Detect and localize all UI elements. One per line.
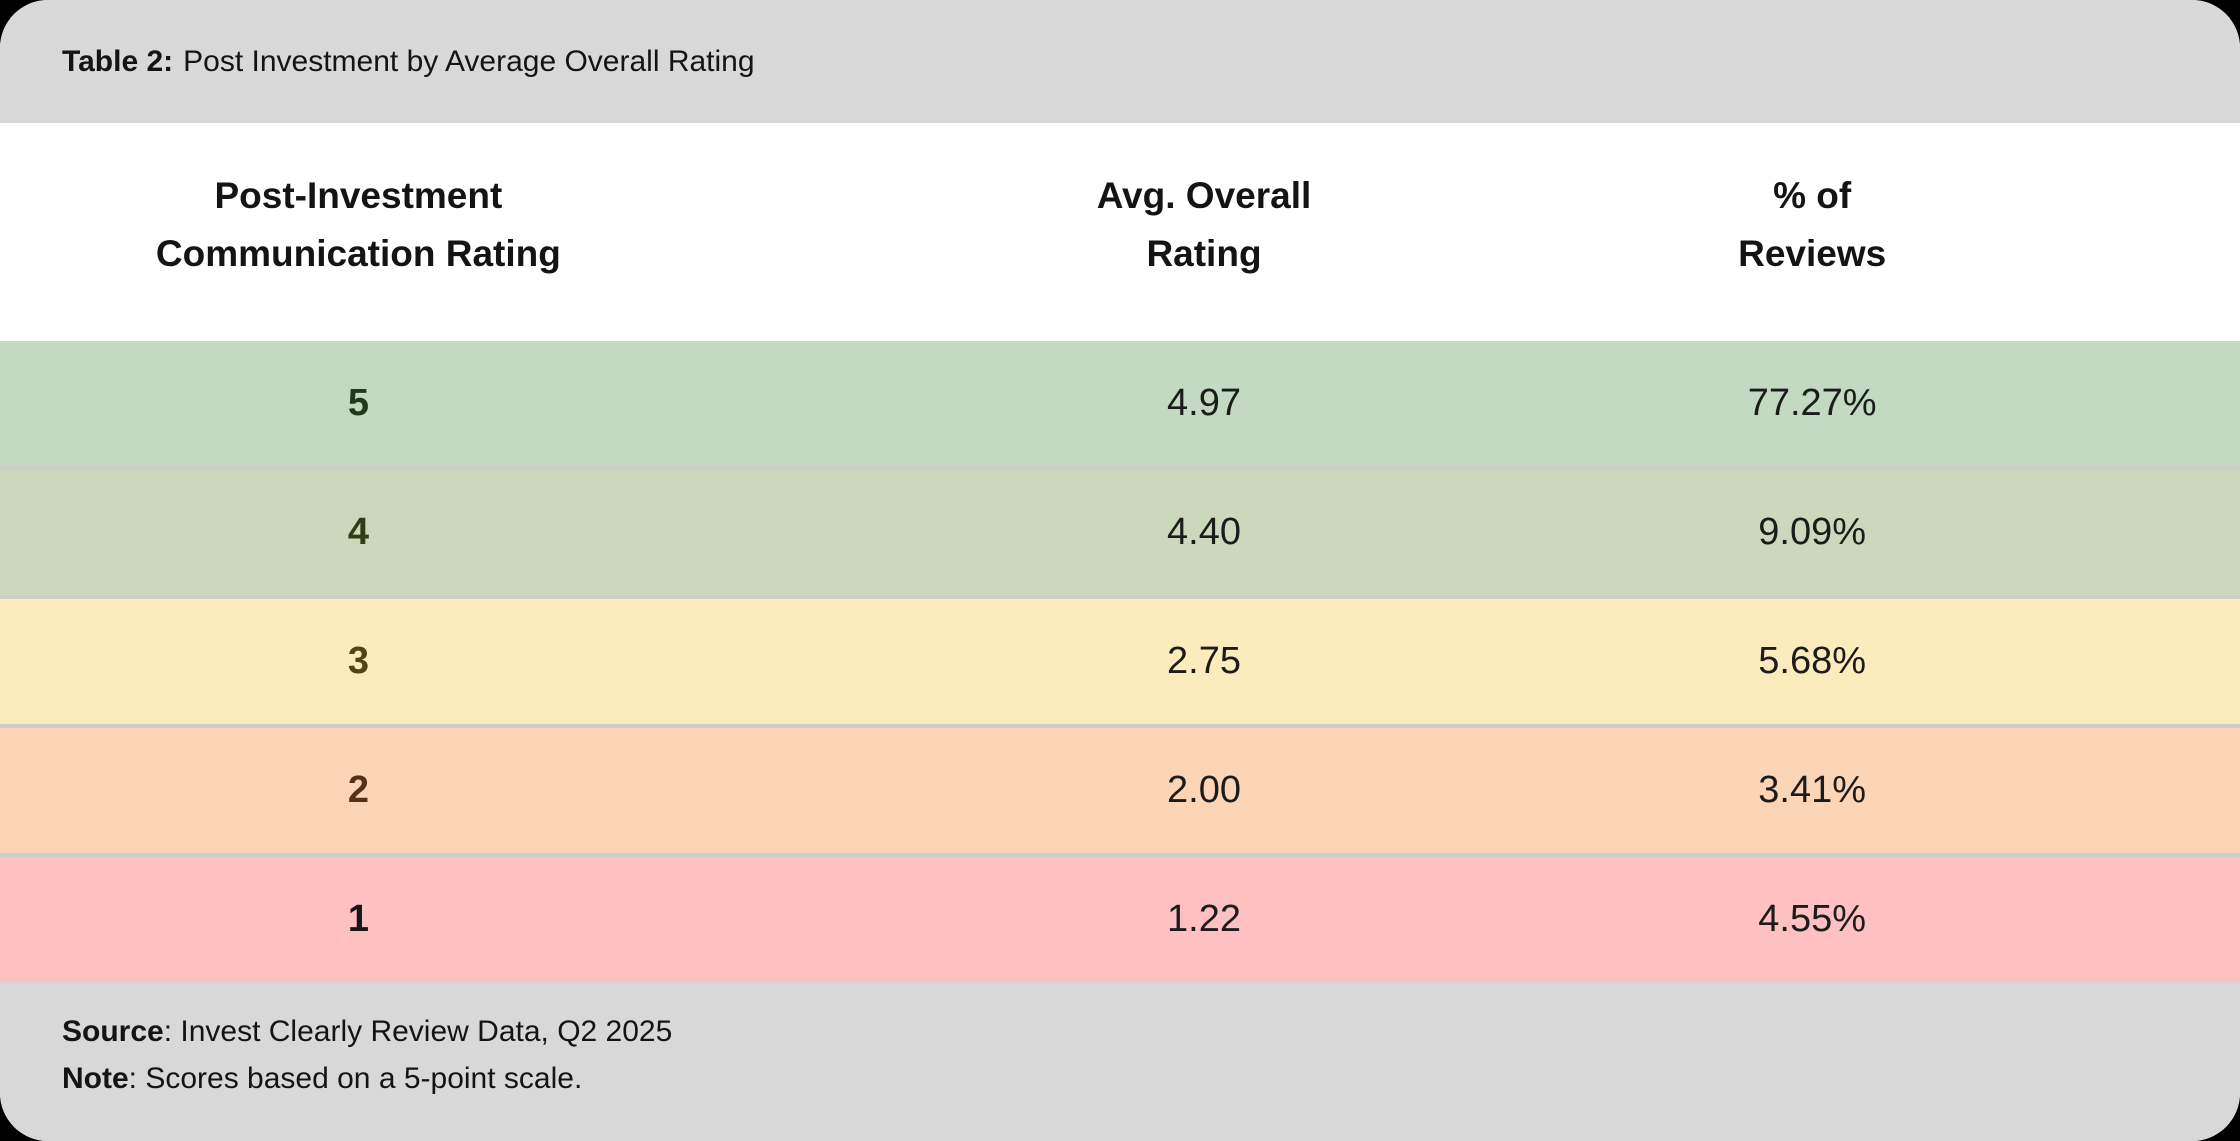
table-row: 5 4.97 77.27% [0, 341, 2240, 466]
table-title-bar: Table 2: Post Investment by Average Over… [0, 0, 2240, 123]
rating-cell: 4 [347, 511, 369, 553]
avg-rating-cell: 4.40 [1167, 511, 1241, 553]
table-row: 2 2.00 3.41% [0, 728, 2240, 853]
column-header-line: Communication Rating [155, 233, 561, 274]
column-header-pct-of-reviews: % of Reviews [1523, 167, 2101, 283]
table-body: 5 4.97 77.27% 4 4.40 9.09% 3 2.75 5.68% … [0, 341, 2240, 982]
source-text: : Invest Clearly Review Data, Q2 2025 [163, 1015, 673, 1048]
column-header-line: % of [1773, 175, 1852, 216]
table-title-prefix: Table 2: [62, 44, 174, 78]
rating-cell: 2 [347, 769, 369, 811]
avg-rating-cell: 4.97 [1167, 382, 1241, 424]
column-header-line: Rating [1146, 233, 1262, 274]
pct-reviews-cell: 5.68% [1758, 640, 1867, 682]
table-title-text: Post Investment by Average Overall Ratin… [183, 44, 755, 78]
pct-reviews-cell: 4.55% [1758, 898, 1867, 940]
table-footer: Source: Invest Clearly Review Data, Q2 2… [0, 982, 2240, 1141]
avg-rating-cell: 1.22 [1167, 898, 1241, 940]
note-text: : Scores based on a 5-point scale. [128, 1062, 583, 1095]
table-header-row: Post-Investment Communication Rating Avg… [0, 123, 2240, 341]
table-row: 4 4.40 9.09% [0, 470, 2240, 595]
column-header-communication-rating: Post-Investment Communication Rating [0, 167, 717, 283]
table-row: 1 1.22 4.55% [0, 857, 2240, 982]
column-header-line: Avg. Overall [1096, 175, 1312, 216]
avg-rating-cell: 2.75 [1167, 640, 1241, 682]
column-header-line: Post-Investment [214, 175, 503, 216]
source-line: Source: Invest Clearly Review Data, Q2 2… [62, 1008, 2240, 1055]
source-label: Source [62, 1015, 164, 1048]
pct-reviews-cell: 3.41% [1758, 769, 1867, 811]
pct-reviews-cell: 77.27% [1747, 382, 1877, 424]
note-label: Note [62, 1062, 129, 1095]
rating-cell: 3 [347, 640, 369, 682]
note-line: Note: Scores based on a 5-point scale. [62, 1055, 2240, 1102]
column-header-line: Reviews [1738, 233, 1887, 274]
rating-cell: 1 [347, 898, 369, 940]
pct-reviews-cell: 9.09% [1758, 511, 1867, 553]
column-header-avg-overall-rating: Avg. Overall Rating [885, 167, 1523, 283]
table-row: 3 2.75 5.68% [0, 599, 2240, 724]
rating-cell: 5 [347, 382, 369, 424]
avg-rating-cell: 2.00 [1167, 769, 1241, 811]
